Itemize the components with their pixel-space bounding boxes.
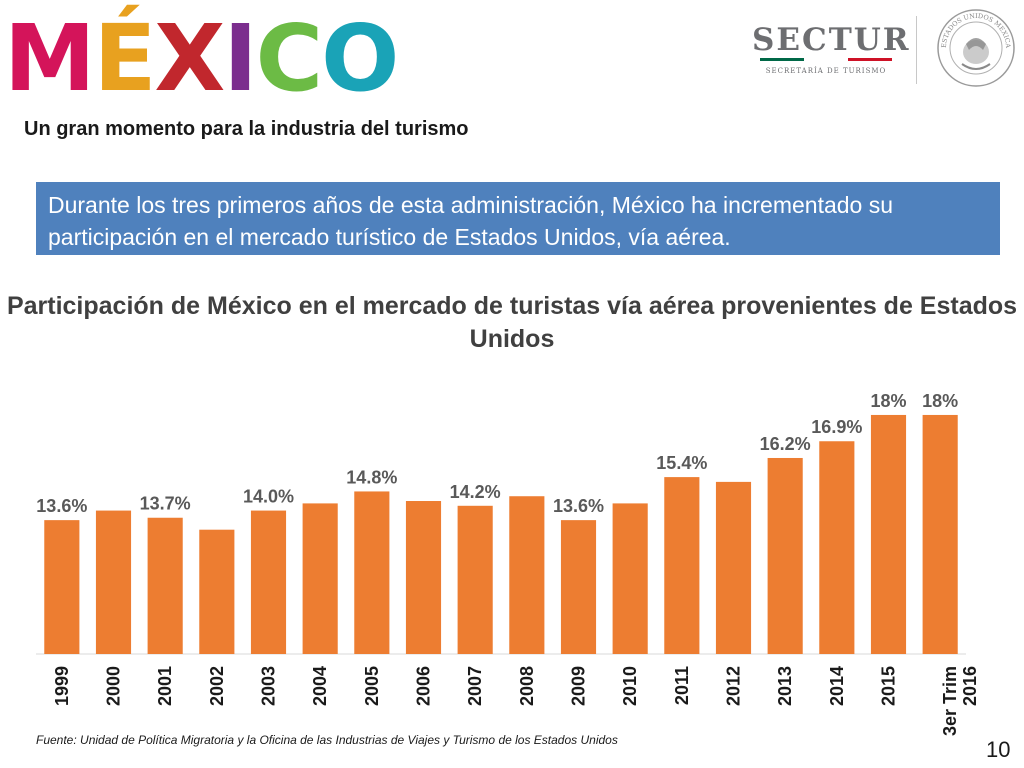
x-tick-label: 2015: [879, 666, 899, 706]
logo-letter: X: [154, 5, 225, 112]
national-seal-icon: ESTADOS UNIDOS MEXICANOS: [936, 8, 1015, 87]
x-tick-label: 2003: [259, 666, 279, 706]
bar-chart: 13.6% 1999 2000 13.7% 2001 2002 14.0% 2003 2004 1…: [36, 391, 980, 736]
header-divider: [916, 16, 917, 84]
sectur-subtitle: SECRETARÍA DE TURISMO: [765, 67, 887, 75]
data-label: 14.2%: [450, 482, 501, 502]
bar-2004: [302, 503, 338, 654]
x-tick-label: 2012: [724, 666, 744, 706]
bar-2005: [354, 491, 390, 654]
bar-2010: [612, 503, 648, 654]
sectur-name: SECTUR: [752, 22, 911, 58]
data-label: 16.2%: [760, 434, 811, 454]
bar-2008: [509, 496, 545, 654]
data-label: 13.7%: [140, 494, 191, 514]
x-tick-label: 2011: [672, 666, 692, 705]
data-label: 16.9%: [811, 417, 862, 437]
sectur-flag-bar: [760, 58, 892, 61]
x-tick-label: 1999: [52, 666, 72, 706]
logo-letter: M: [4, 5, 96, 112]
x-tick-label: 2001: [155, 666, 175, 706]
bar-2000: [95, 510, 132, 654]
x-tick-label: 2006: [414, 666, 434, 706]
x-tick-label: 2013: [775, 666, 795, 706]
data-label: 13.6%: [36, 496, 87, 516]
bar-2002: [199, 529, 235, 654]
data-label: 15.4%: [656, 453, 707, 473]
data-label: 18%: [870, 391, 906, 411]
bar-2014: [819, 441, 855, 654]
logo-letter: O: [321, 5, 399, 112]
x-tick-label: 2000: [104, 666, 124, 706]
info-banner: Durante los tres primeros años de esta a…: [36, 182, 1000, 255]
data-label: 13.6%: [553, 496, 604, 516]
x-tick-label: 2004: [310, 666, 330, 706]
bar-2011: [664, 477, 700, 654]
x-tick-label: 2010: [620, 666, 640, 706]
bar-3er-trim-2016: [922, 414, 958, 654]
bar-1999: [44, 520, 80, 654]
bar-2009: [560, 520, 597, 654]
bar-2015: [870, 414, 907, 654]
data-label: 18%: [922, 391, 958, 411]
sectur-logo: SECTUR SECRETARÍA DE TURISMO: [752, 22, 911, 78]
page-number: 10: [986, 737, 1011, 762]
bar-2001: [147, 517, 183, 654]
logo-letter: É: [93, 5, 157, 112]
slide-subtitle: Un gran momento para la industria del tu…: [24, 118, 469, 140]
bar-2006: [405, 501, 442, 654]
bar-2012: [715, 481, 752, 654]
bar-2007: [457, 505, 493, 654]
x-tick-label: 2008: [517, 666, 537, 706]
data-label: 14.8%: [346, 467, 397, 487]
x-tick-label: 2002: [207, 666, 227, 706]
bar-2013: [767, 457, 803, 654]
logo-letter: C: [255, 5, 324, 112]
x-tick-label: 2005: [362, 666, 382, 706]
x-tick-label: 2009: [569, 666, 589, 706]
chart-title: Participación de México en el mercado de…: [6, 292, 1018, 353]
data-label: 14.0%: [243, 487, 294, 507]
x-tick-label: 3er Trim2016: [940, 666, 980, 736]
bar-2003: [250, 510, 287, 654]
x-tick-label: 2007: [465, 666, 485, 706]
source-note: Fuente: Unidad de Política Migratoria y …: [36, 733, 618, 747]
x-tick-label: 2014: [827, 666, 847, 706]
logo-letter: I: [223, 5, 257, 112]
